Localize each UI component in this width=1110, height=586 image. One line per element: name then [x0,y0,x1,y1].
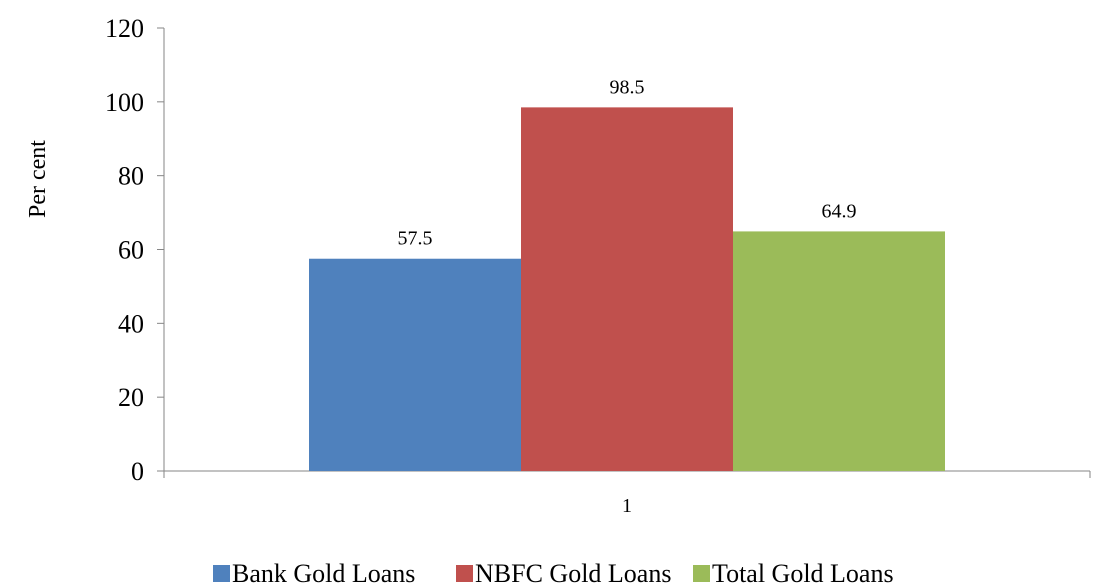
legend-swatch [693,565,710,582]
legend-label: Total Gold Loans [712,559,894,586]
legend-swatch [456,565,473,582]
y-tick-label: 40 [118,309,144,338]
y-axis-title: Per cent [25,140,51,218]
y-tick-label: 100 [105,88,144,117]
bar [309,258,521,471]
y-tick-label: 60 [118,236,144,265]
y-tick-label: 80 [118,162,144,191]
bar [733,231,945,471]
legend-label: Bank Gold Loans [232,559,415,586]
data-label: 57.5 [398,228,433,250]
y-tick-label: 0 [131,457,144,486]
bar [521,107,733,471]
y-tick-label: 20 [118,383,144,412]
legend-swatch [213,565,230,582]
plot-area: 0 20 40 60 80 100 120 57.5 98.5 64.9 1 [105,14,1091,517]
legend-label: NBFC Gold Loans [475,559,671,586]
data-label: 98.5 [610,76,645,98]
legend: Bank Gold Loans NBFC Gold Loans Total Gold… [213,559,894,586]
data-label: 64.9 [822,200,857,222]
y-tick-label: 120 [105,14,144,43]
x-category-label: 1 [622,495,632,517]
